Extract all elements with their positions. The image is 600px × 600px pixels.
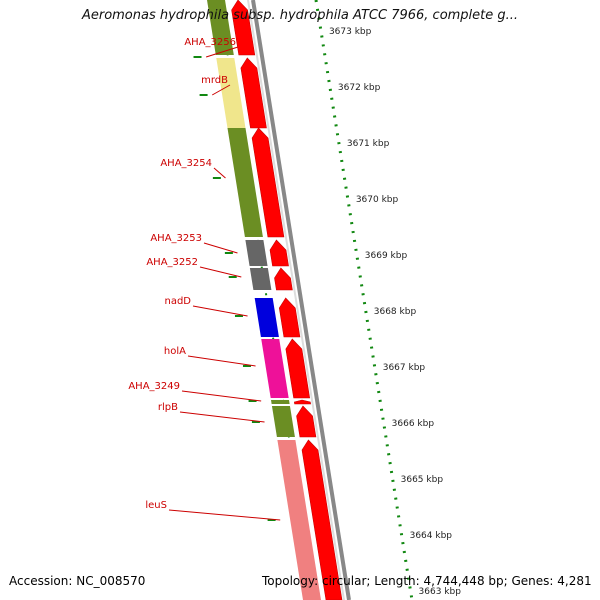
gene-box-nadD [254,298,279,337]
gene-label-leuS: leuS [145,500,167,511]
gene-box-AHA_3253 [245,240,268,266]
genome-summary-text: Topology: circular; Length: 4,744,448 bp… [262,574,592,588]
strand-arrow-mrdB [240,57,267,129]
gene-label-AHA_3256: AHA_3256 [184,37,236,48]
gene-box-AHA_3249 [271,400,290,404]
leader-line-AHA_3256 [205,46,239,58]
gene-box-rlpB [271,406,295,437]
leader-line-mrdB [211,84,231,96]
kbp-tick-label: 3669 kbp [365,251,408,261]
leader-line-nadD [192,305,248,317]
gene-label-AHA_3254: AHA_3254 [160,158,212,169]
kbp-tick-label: 3668 kbp [374,307,417,317]
leader-line-rlpB [179,411,265,423]
strand-arrow-leuS [301,439,343,600]
gene-box-mrdB [216,58,246,128]
backbone-line [251,0,351,600]
leader-line-holA [187,355,256,367]
gene-label-AHA_3252: AHA_3252 [146,257,198,268]
gene-label-holA: holA [164,346,186,357]
strand-arrow-AHA_3254 [251,127,285,238]
strand-arrow-AHA_3252 [274,267,293,291]
leader-line-leuS [168,509,281,521]
gene-box-AHA_3252 [249,268,272,290]
leader-line-AHA_3254 [213,167,226,179]
strand-arrow-holA [285,338,311,399]
gene-box-AHA_3256 [207,0,234,55]
kbp-tick-label: 3666 kbp [392,419,435,429]
backbone-inner-line [247,0,345,600]
gene-label-AHA_3249: AHA_3249 [128,381,180,392]
leader-line-AHA_3249 [181,390,262,402]
leader-line-AHA_3253 [203,242,238,254]
kbp-tick-label: 3667 kbp [383,363,426,373]
leader-line-AHA_3252 [199,266,242,278]
kbp-tick-label: 3670 kbp [356,195,399,205]
gene-label-AHA_3253: AHA_3253 [150,233,202,244]
kbp-tick-label: 3673 kbp [329,27,372,37]
accession-text: Accession: NC_008570 [9,574,146,588]
kbp-tick-label: 3663 kbp [419,587,462,597]
kbp-tick-label: 3671 kbp [347,139,390,149]
kbp-tick-label: 3664 kbp [410,531,453,541]
map-title: Aeromonas hydrophila subsp. hydrophila A… [81,8,519,23]
gene-box-leuS [277,440,321,600]
gene-box-AHA_3254 [227,128,263,237]
gene-label-rlpB: rlpB [158,402,178,413]
gene-label-mrdB: mrdB [201,75,228,86]
strand-arrow-AHA_3249 [293,399,311,405]
kbp-tick-label: 3665 kbp [401,475,444,485]
kbp-tick-label: 3672 kbp [338,83,381,93]
strand-arrow-rlpB [296,405,317,438]
strand-arrow-nadD [278,297,301,338]
strand-arrow-AHA_3253 [269,239,289,267]
gene-label-nadD: nadD [164,296,191,307]
gene-box-holA [261,339,289,398]
